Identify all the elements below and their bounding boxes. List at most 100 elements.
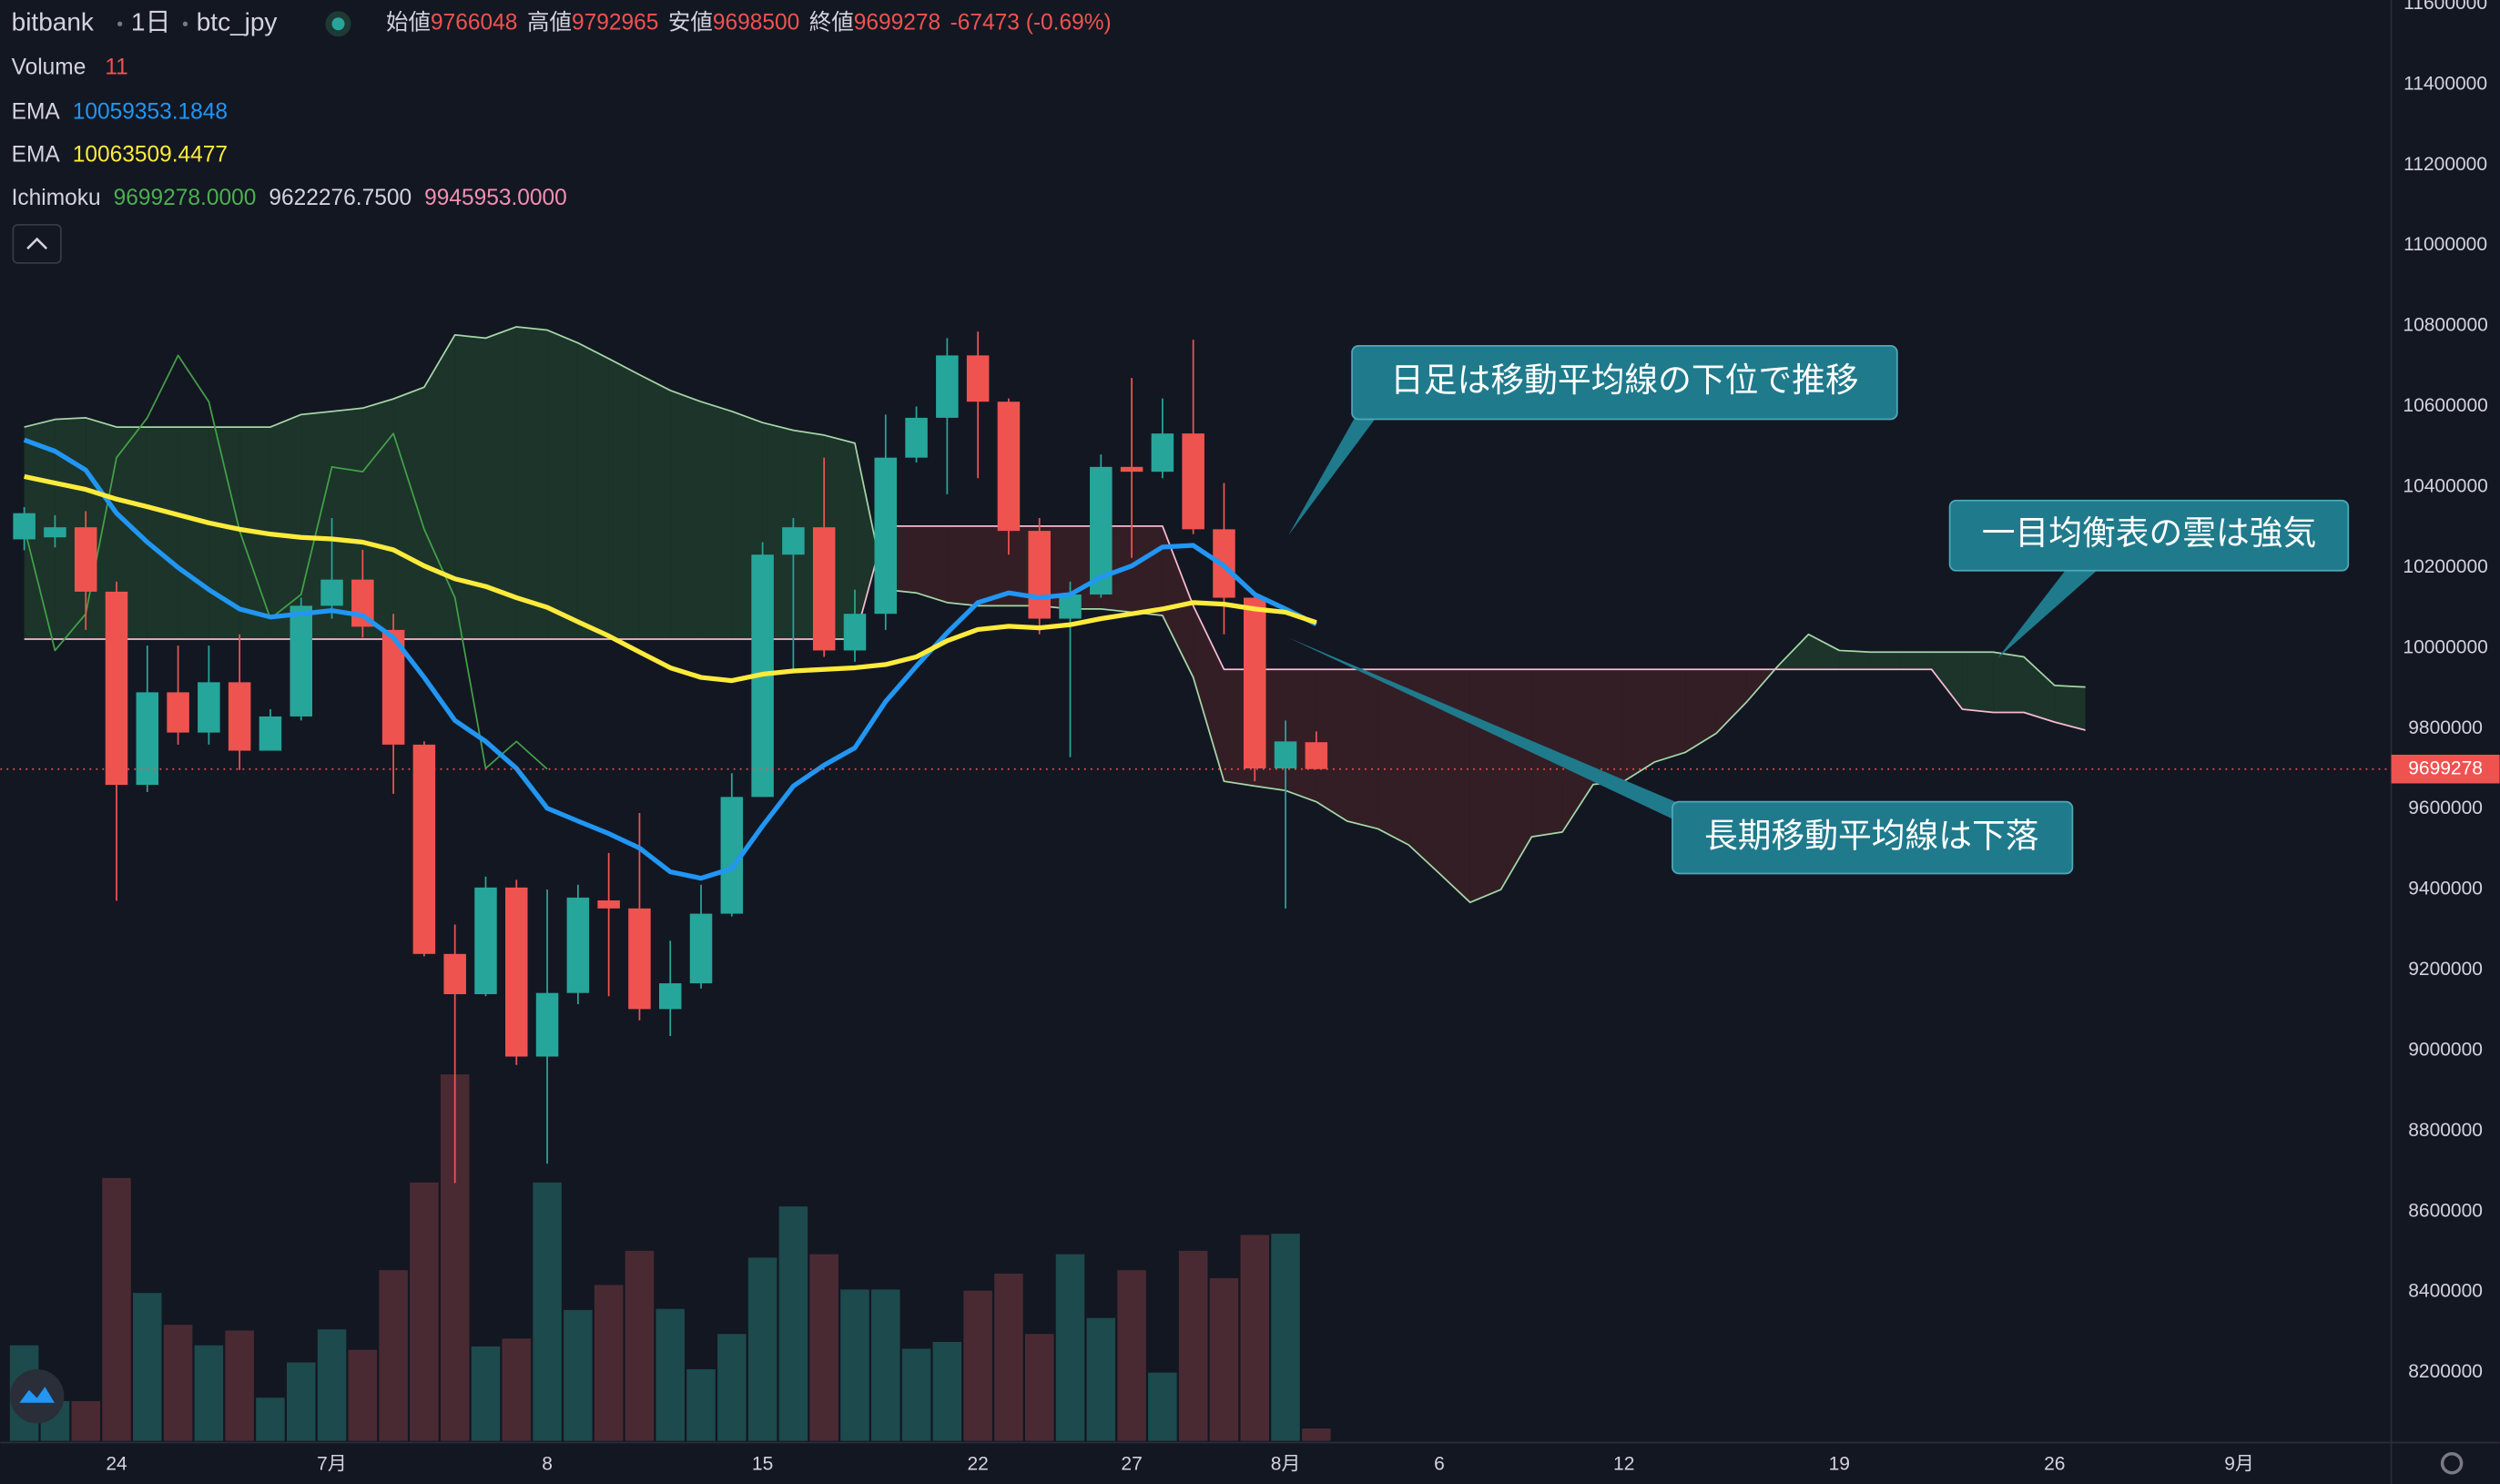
callout-text: 一目均衡表の雲は強気 xyxy=(1982,514,2317,552)
candle-body xyxy=(905,417,928,458)
pair: btc_jpy xyxy=(197,8,278,36)
y-tick-label: 9000000 xyxy=(2408,1039,2483,1060)
cloud-fill xyxy=(1962,652,1994,713)
legend-value: 9699278.0000 xyxy=(114,186,257,210)
volume-bar xyxy=(1271,1234,1300,1441)
span-a-line xyxy=(24,326,2086,904)
cloud-fill xyxy=(1654,669,1686,762)
candle-body xyxy=(1151,433,1174,473)
cloud-fill xyxy=(485,326,517,640)
interval: 1日 xyxy=(131,8,171,36)
volume-bar xyxy=(686,1368,716,1441)
volume-bar xyxy=(1024,1334,1054,1441)
volume-legend[interactable]: Volume 11 xyxy=(12,56,128,80)
volume-bar xyxy=(1240,1235,1270,1441)
x-tick-label: 26 xyxy=(2044,1454,2065,1475)
candle-body xyxy=(105,591,128,786)
symbol: bitbank xyxy=(12,8,95,36)
cloud-fill xyxy=(1132,525,1163,615)
candle-body xyxy=(658,983,682,1010)
cloud-fill xyxy=(24,419,56,640)
cloud-fill xyxy=(1347,669,1378,829)
cloud-fill xyxy=(393,387,424,640)
candle-body xyxy=(290,605,313,717)
volume-bar xyxy=(840,1289,869,1441)
y-tick-label: 9200000 xyxy=(2408,959,2483,980)
cloud-fill xyxy=(269,414,301,640)
volume-bar xyxy=(1209,1277,1239,1441)
cloud-fill xyxy=(1931,652,1963,709)
volume-bar xyxy=(379,1270,408,1441)
volume-bar xyxy=(1178,1250,1208,1441)
lagging-line xyxy=(23,354,548,770)
candle-body xyxy=(474,887,497,994)
candle-body xyxy=(843,614,867,651)
candle-body xyxy=(997,401,1021,532)
candle-body xyxy=(136,692,159,786)
market-status-dot xyxy=(331,17,345,31)
candle-body xyxy=(1059,594,1082,619)
y-tick-label: 10200000 xyxy=(2403,556,2487,577)
y-tick-label: 10600000 xyxy=(2403,395,2487,416)
logo-mark xyxy=(19,1387,55,1403)
volume-bar xyxy=(594,1285,624,1441)
volume-bar xyxy=(71,1400,100,1441)
ichimoku-legend[interactable]: Ichimoku 9699278.0000 9622276.7500 9945953.… xyxy=(12,186,567,210)
x-tick-label: 24 xyxy=(106,1454,127,1475)
cloud-fill xyxy=(178,427,209,640)
legend-value: 11 xyxy=(105,56,127,80)
y-tick-label: 9400000 xyxy=(2408,879,2483,900)
candle-body xyxy=(1028,531,1051,619)
x-tick-label: 19 xyxy=(1829,1454,1850,1475)
y-tick-label: 11200000 xyxy=(2403,154,2487,175)
volume-bar xyxy=(1086,1317,1116,1441)
x-tick-label: 15 xyxy=(752,1454,773,1475)
volume-bar xyxy=(655,1308,685,1441)
volume-bar xyxy=(1117,1270,1146,1441)
candle-body xyxy=(936,355,959,418)
cloud-fill xyxy=(208,427,240,640)
volume-bar xyxy=(194,1345,224,1441)
y-tick-label: 8600000 xyxy=(2408,1200,2483,1221)
cloud-fill xyxy=(1316,669,1347,821)
volume-bar xyxy=(625,1250,655,1441)
volume-bar xyxy=(102,1177,131,1441)
cloud-fill xyxy=(516,326,548,640)
ohlc-value: 9792965 xyxy=(572,11,658,36)
candle-body xyxy=(167,692,189,733)
candle-body xyxy=(535,992,559,1057)
cloud-fill xyxy=(701,401,732,640)
cloud-fill xyxy=(854,442,886,640)
cloud-fill xyxy=(117,427,147,640)
legend-name: EMA xyxy=(12,100,61,125)
candle-body xyxy=(1274,741,1297,768)
ema-legend[interactable]: EMA 10059353.1848 xyxy=(12,100,228,125)
cloud-fill xyxy=(1716,669,1747,734)
ohlc-value: 9699278 xyxy=(854,11,940,36)
y-tick-label: 9600000 xyxy=(2408,798,2483,818)
ohlc-value: 9698500 xyxy=(713,11,799,36)
collapse-button[interactable] xyxy=(12,223,62,264)
y-tick-label: 9800000 xyxy=(2408,717,2483,738)
logo[interactable] xyxy=(9,1368,65,1424)
volume-bar xyxy=(410,1182,439,1441)
cloud-fill xyxy=(1408,669,1439,874)
legend-value: 9622276.7500 xyxy=(269,186,412,210)
candle-body xyxy=(782,527,805,555)
callout-box xyxy=(1948,499,2350,572)
cloud-fill xyxy=(423,334,455,640)
cloud-fill xyxy=(670,390,702,640)
candle-body xyxy=(74,527,97,592)
volume-bar xyxy=(901,1348,931,1441)
volume-bar xyxy=(963,1290,992,1441)
ema-legend[interactable]: EMA 10063509.4477 xyxy=(12,143,228,168)
callout-pointer xyxy=(1288,637,1687,826)
volume-bar xyxy=(533,1182,562,1441)
candle-body xyxy=(198,682,220,733)
candle-body xyxy=(1120,466,1143,473)
span-b-line xyxy=(24,524,2086,731)
settings-icon[interactable] xyxy=(2440,1451,2464,1475)
y-tick-label: 8200000 xyxy=(2408,1361,2483,1382)
volume-bar xyxy=(256,1398,285,1441)
